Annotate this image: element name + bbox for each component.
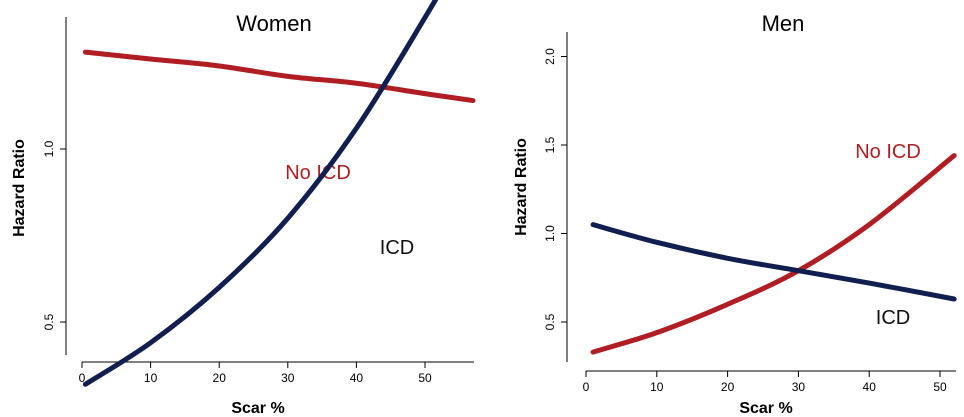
men-y-tick-label: 1.0	[543, 225, 557, 242]
women-x-axis-title: Scar %	[231, 400, 284, 417]
men-x-tick-label: 10	[650, 380, 664, 394]
men-chart-panel: Men Scar % Hazard Ratio 0.5 1.0 1.5 2.0 0 10 2…	[513, 11, 957, 417]
women-x-tick-label: 40	[350, 371, 364, 385]
women-chart-title: Women	[236, 11, 311, 36]
women-chart-panel: Women Scar % Hazard Ratio 0.51.01.52.001…	[11, 0, 476, 417]
women-icd-series-line	[82, 0, 439, 387]
women-x-tick-label: 20	[213, 371, 227, 385]
men-no-icd-label: No ICD	[855, 141, 921, 163]
women-x-tick-label: 30	[281, 371, 295, 385]
men-x-tick-label: 50	[933, 380, 947, 394]
women-y-axis-title: Hazard Ratio	[11, 139, 28, 237]
men-x-tick-label: 0	[583, 380, 590, 394]
men-x-tick-label: 30	[792, 380, 806, 394]
women-x-tick-label: 10	[144, 371, 158, 385]
men-icd-label: ICD	[876, 307, 910, 329]
men-chart-title: Men	[762, 11, 805, 36]
women-no-icd-label: No ICD	[285, 162, 351, 184]
men-no-icd-series-line	[590, 153, 957, 355]
men-icd-series-line	[590, 222, 957, 302]
men-y-tick-label: 2.0	[543, 48, 557, 65]
men-x-tick-label: 40	[863, 380, 877, 394]
women-x-tick-label: 0	[79, 371, 86, 385]
men-y-axis-title: Hazard Ratio	[513, 138, 530, 236]
women-x-tick-label: 50	[418, 371, 432, 385]
women-icd-label: ICD	[380, 237, 414, 259]
women-no-icd-series-line	[82, 49, 476, 104]
men-x-tick-label: 20	[721, 380, 735, 394]
women-y-tick-label: 1.0	[42, 140, 56, 157]
men-y-tick-label: 0.5	[543, 313, 557, 330]
women-y-tick-label: 0.5	[42, 313, 56, 330]
men-x-axis-title: Scar %	[739, 400, 792, 417]
men-y-tick-label: 1.5	[543, 136, 557, 153]
